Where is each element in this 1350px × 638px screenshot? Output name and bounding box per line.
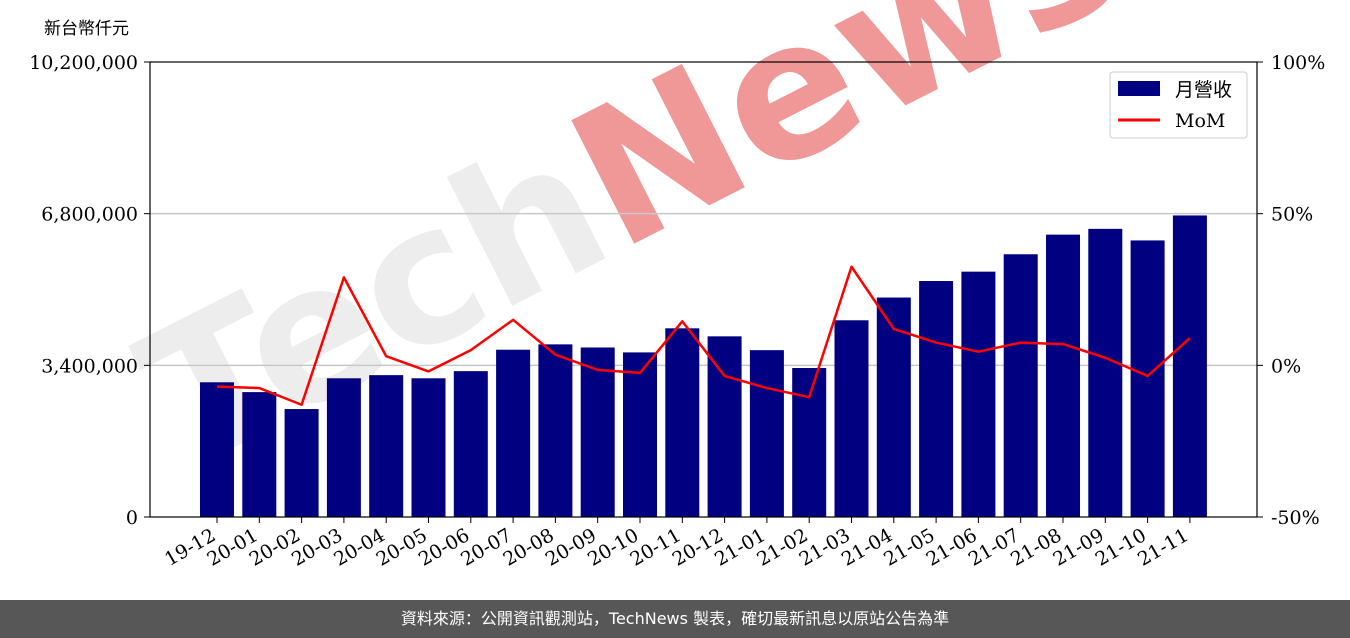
bar <box>1172 215 1207 517</box>
bar <box>707 336 742 517</box>
bar <box>749 350 784 517</box>
bar-series <box>200 215 1207 518</box>
mom-line-series <box>216 265 1191 407</box>
mom-line <box>216 265 1191 407</box>
legend-label-mom: MoM <box>1175 110 1225 132</box>
bar <box>496 349 531 517</box>
bar <box>411 378 446 517</box>
bar <box>284 409 319 517</box>
bar <box>623 352 657 517</box>
y-axis-unit-label: 新台幣仟元 <box>44 19 129 39</box>
left-y-axis-ticks: 0 3,400,000 6,800,000 10,200,000 <box>29 52 150 529</box>
bar <box>919 281 954 517</box>
bar <box>580 347 615 517</box>
y-tick-label: 10,200,000 <box>29 52 138 74</box>
bar <box>200 382 234 517</box>
bar <box>876 297 911 517</box>
bar <box>1088 228 1123 518</box>
bar <box>453 371 488 517</box>
x-axis-ticks: 19-1220-0120-0220-0320-0420-0520-0620-07… <box>161 517 1192 571</box>
bar <box>834 320 869 517</box>
legend: 月營收 MoM <box>1109 71 1248 139</box>
y2-tick-label: 50% <box>1271 204 1313 226</box>
footer-source-note: 資料來源：公開資訊觀測站，TechNews 製表，確切最新訊息以原站公告為準 <box>0 600 1350 638</box>
legend-swatch-bar <box>1118 81 1160 96</box>
bar <box>538 344 573 517</box>
bar <box>326 378 361 517</box>
axes <box>149 61 1258 518</box>
bar <box>369 375 404 517</box>
bar <box>1130 240 1165 517</box>
plot-frame <box>149 61 1258 518</box>
y2-tick-label: 100% <box>1271 52 1325 74</box>
bar <box>665 328 700 517</box>
bar <box>1003 254 1038 517</box>
y-tick-label: 6,800,000 <box>41 204 138 226</box>
legend-label-revenue: 月營收 <box>1175 79 1232 101</box>
y-tick-label: 3,400,000 <box>41 355 138 377</box>
y-tick-label: 0 <box>126 507 138 529</box>
right-y-axis-ticks: -50% 0% 50% 100% <box>1257 52 1325 529</box>
bar <box>242 392 277 517</box>
bar <box>961 271 996 517</box>
bar <box>1046 234 1080 517</box>
y2-tick-label: -50% <box>1271 507 1320 529</box>
bar <box>792 368 827 517</box>
y2-tick-label: 0% <box>1271 355 1301 377</box>
